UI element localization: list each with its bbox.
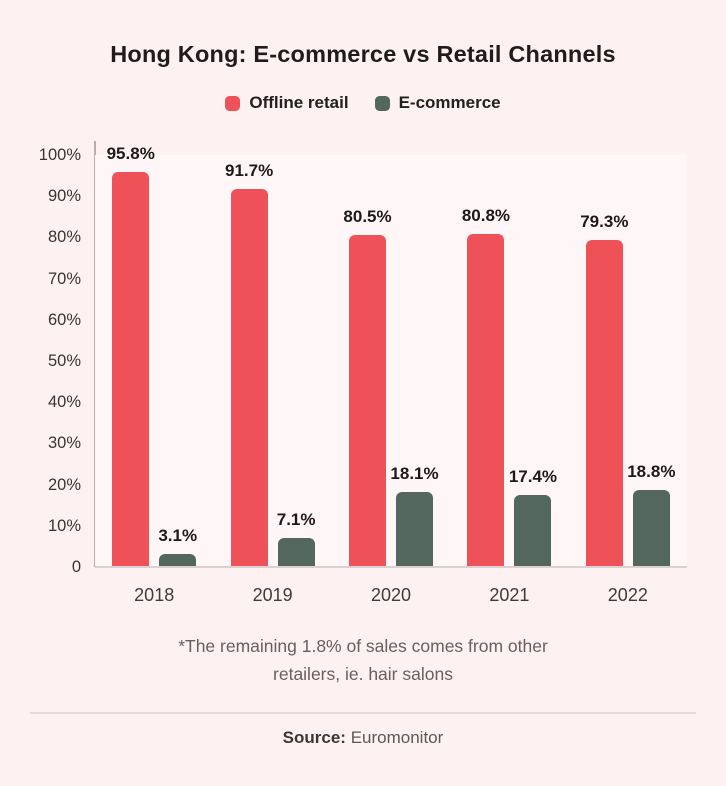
bar-group-2018: 95.8% 3.1% xyxy=(95,144,213,567)
y-tick-60-: 60% xyxy=(47,310,81,329)
bar-e-commerce-2020 xyxy=(396,492,434,567)
legend: Offline retail E-commerce xyxy=(0,93,726,113)
value-label-e-commerce-2020: 18.1% xyxy=(390,464,439,484)
y-tick-10-: 10% xyxy=(47,516,81,535)
bar-slot-e-commerce-2021: 17.4% xyxy=(509,467,557,567)
legend-label-offline-retail: Offline retail xyxy=(249,93,349,112)
plot-area: 95.8% 3.1% 91.7% 7.1% 80.5% 18.1% 80.8% 17.4% 79… xyxy=(95,144,687,567)
value-label-e-commerce-2018: 3.1% xyxy=(158,526,198,546)
chart-title: Hong Kong: E-commerce vs Retail Channels xyxy=(110,41,616,67)
bar-e-commerce-2018 xyxy=(159,554,197,567)
value-label-offline-retail-2021: 80.8% xyxy=(461,206,511,226)
source-line: Source: Euromonitor xyxy=(0,728,726,748)
bar-offline-retail-2020 xyxy=(349,235,387,567)
value-label-offline-retail-2020: 80.5% xyxy=(343,207,392,227)
y-tick-20-: 20% xyxy=(47,475,81,494)
x-tick-2021: 2021 xyxy=(489,585,530,605)
y-tick-30-: 30% xyxy=(47,434,81,453)
x-tick-2019: 2019 xyxy=(252,585,293,605)
bar-slot-e-commerce-2019: 7.1% xyxy=(277,510,315,567)
value-label-e-commerce-2019: 7.1% xyxy=(276,509,316,529)
value-label-offline-retail-2019: 91.7% xyxy=(225,161,274,181)
bar-offline-retail-2022 xyxy=(585,240,623,567)
bar-group-2019: 91.7% 7.1% xyxy=(213,155,331,567)
y-tick-70-: 70% xyxy=(47,269,81,288)
legend-item-e-commerce: E-commerce xyxy=(374,93,501,113)
source-label: Source: xyxy=(282,728,346,747)
legend-swatch-e-commerce xyxy=(374,95,390,111)
value-label-offline-retail-2018: 95.8% xyxy=(106,144,155,164)
bar-slot-e-commerce-2022: 18.8% xyxy=(627,462,675,567)
legend-item-offline-retail: Offline retail xyxy=(225,93,349,113)
bar-offline-retail-2021 xyxy=(467,234,505,567)
x-tick-2022: 2022 xyxy=(607,585,648,605)
y-tick-50-: 50% xyxy=(47,352,81,370)
value-label-e-commerce-2022: 18.8% xyxy=(627,461,676,481)
bar-offline-retail-2019 xyxy=(230,189,268,567)
y-tick-90-: 90% xyxy=(47,187,81,206)
y-axis-line xyxy=(94,141,96,567)
divider xyxy=(30,712,696,714)
bar-slot-offline-retail-2021: 80.8% xyxy=(462,206,510,567)
bar-slot-offline-retail-2020: 80.5% xyxy=(343,207,392,567)
legend-label-e-commerce: E-commerce xyxy=(398,93,501,112)
value-label-offline-retail-2022: 79.3% xyxy=(580,212,629,232)
bar-e-commerce-2019 xyxy=(277,537,315,567)
bar-slot-offline-retail-2018: 95.8% xyxy=(107,144,155,567)
y-tick-80-: 80% xyxy=(47,228,81,247)
footnote: *The remaining 1.8% of sales comes from … xyxy=(178,636,548,684)
value-label-e-commerce-2021: 17.4% xyxy=(508,467,558,487)
y-tick-100-: 100% xyxy=(38,146,81,164)
bar-slot-offline-retail-2022: 79.3% xyxy=(580,212,628,567)
y-axis: 100% 90% 80% 70% 60% 50% 40% 30% 20% 10% 0 xyxy=(0,146,81,576)
x-axis-line xyxy=(95,566,687,568)
bar-offline-retail-2018 xyxy=(112,172,150,567)
bar-group-2022: 79.3% 18.8% xyxy=(569,155,687,567)
bar-e-commerce-2022 xyxy=(632,489,670,567)
x-axis: 2018 2019 2020 2021 2022 xyxy=(95,584,687,606)
x-tick-2018: 2018 xyxy=(134,585,175,605)
bar-slot-e-commerce-2018: 3.1% xyxy=(158,526,197,567)
bar-group-2021: 80.8% 17.4% xyxy=(450,155,568,567)
y-tick-40-: 40% xyxy=(47,393,81,412)
bar-slot-e-commerce-2020: 18.1% xyxy=(390,464,439,567)
bar-e-commerce-2021 xyxy=(514,495,552,567)
x-tick-2020: 2020 xyxy=(370,585,412,605)
bar-group-2020: 80.5% 18.1% xyxy=(332,155,450,567)
bar-slot-offline-retail-2019: 91.7% xyxy=(225,161,273,567)
source-value: Euromonitor xyxy=(350,728,444,747)
legend-swatch-offline-retail xyxy=(225,95,241,111)
y-tick-0: 0 xyxy=(71,558,81,576)
